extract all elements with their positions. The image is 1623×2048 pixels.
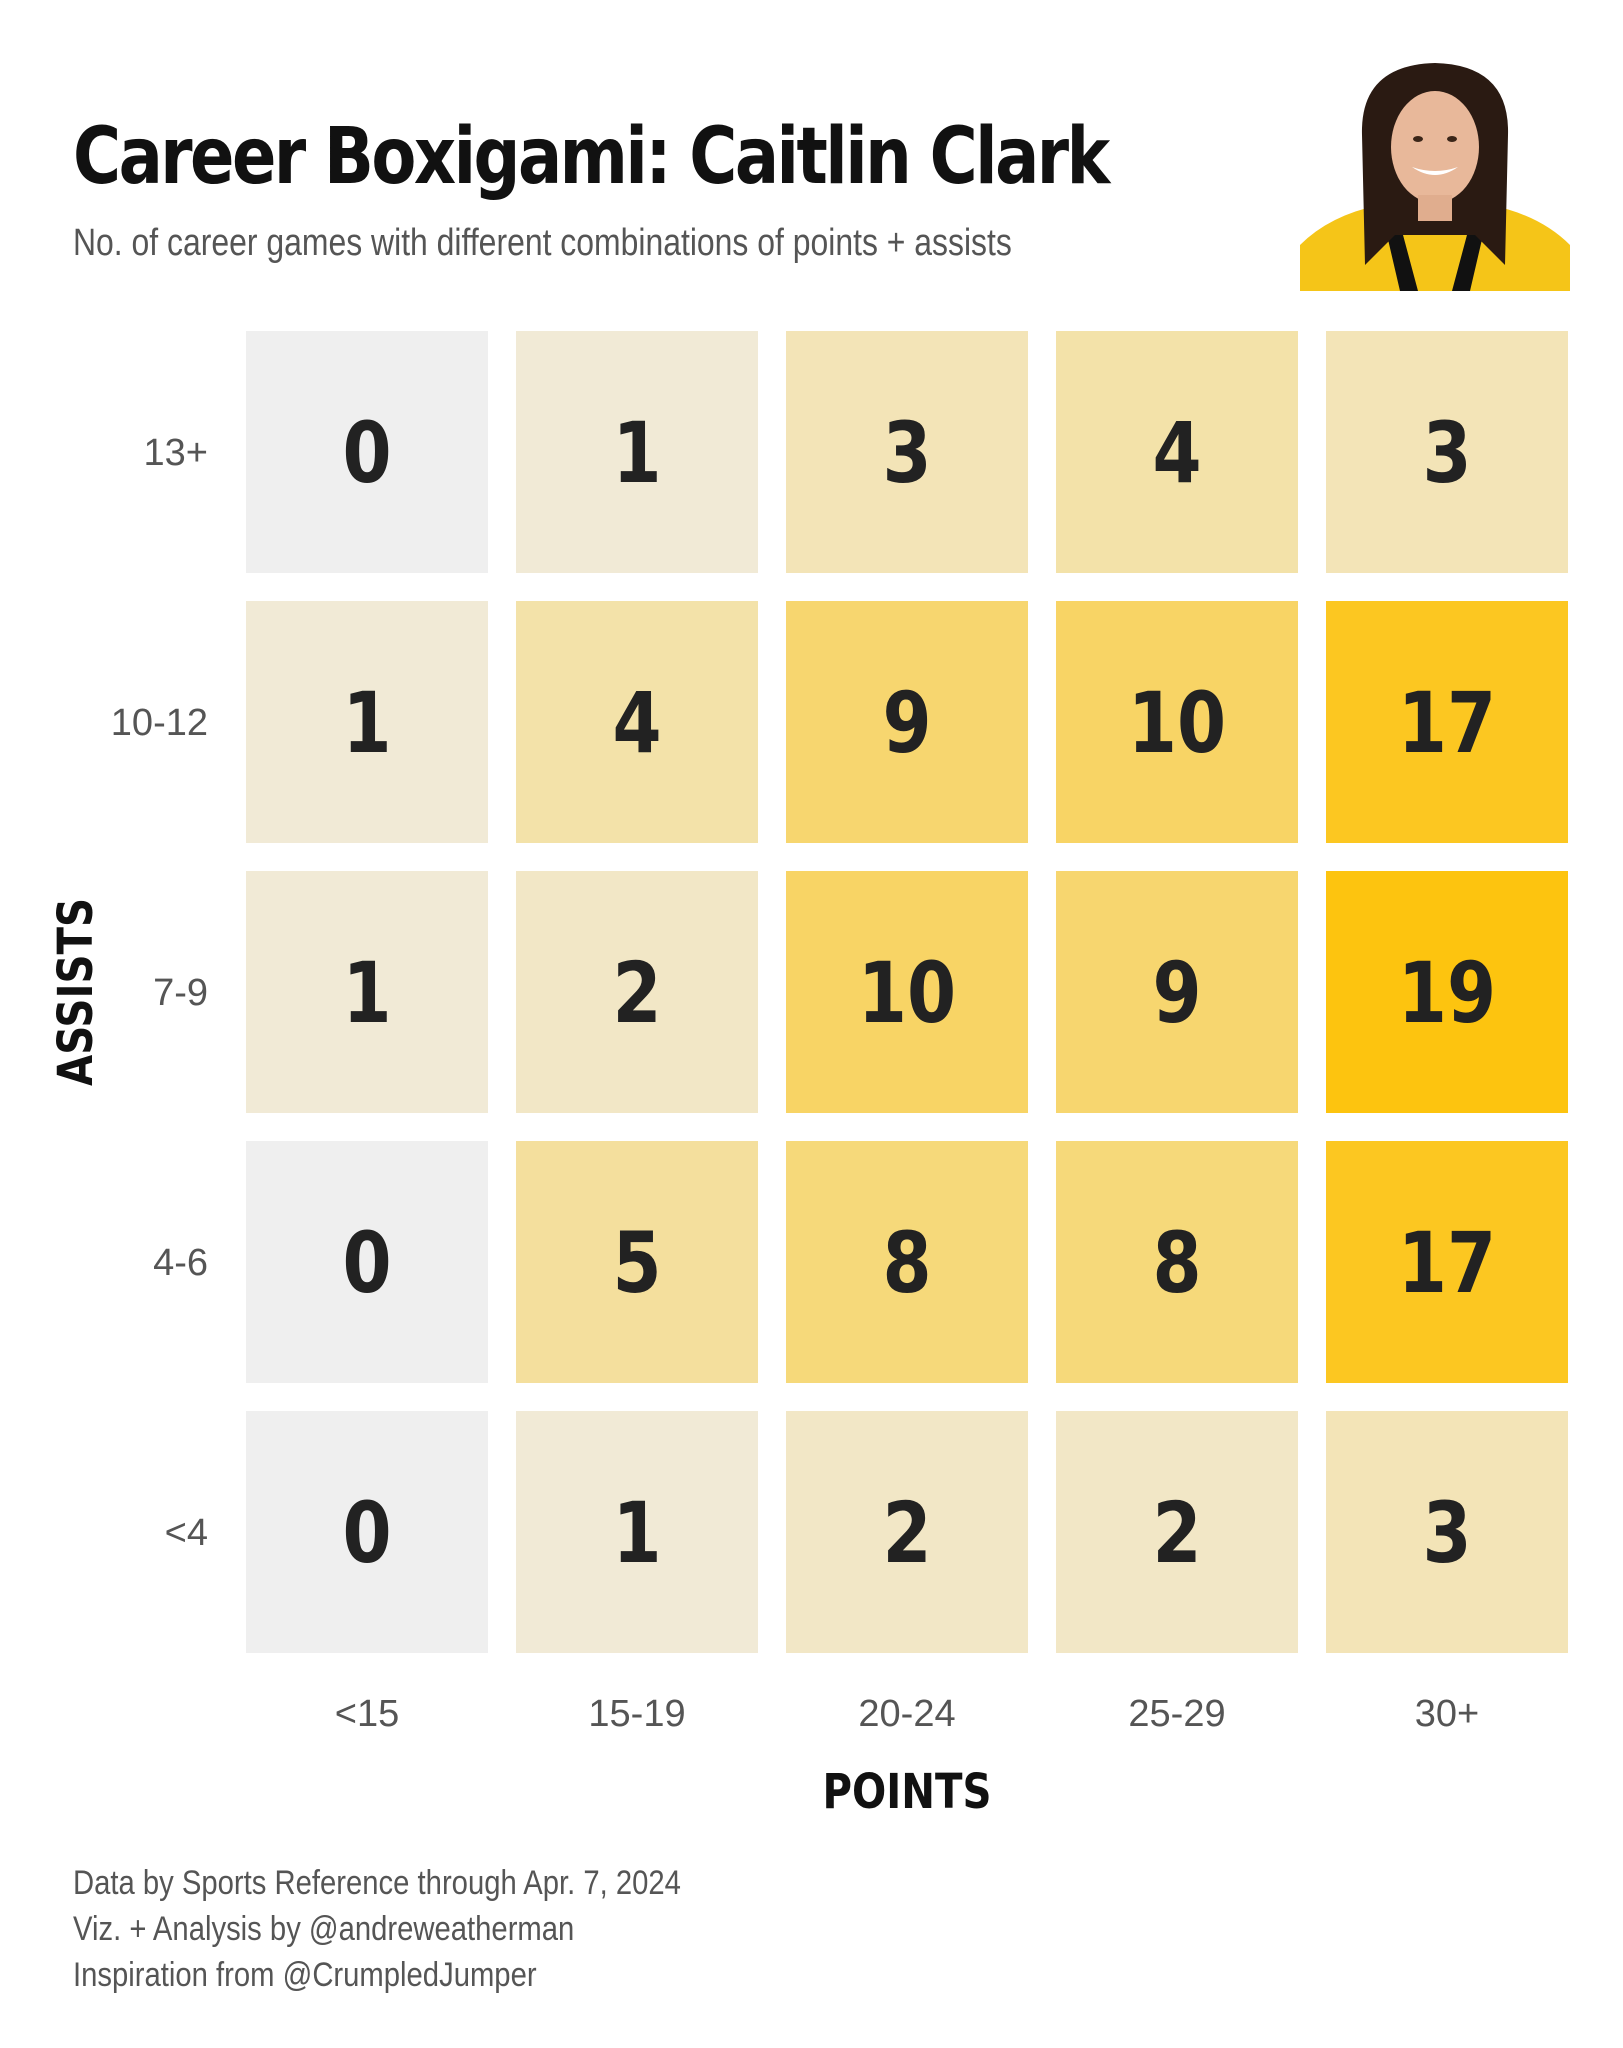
y-axis-title: ASSISTS bbox=[49, 898, 104, 1086]
heatmap-cell bbox=[786, 331, 1028, 573]
heatmap-cell-value: 17 bbox=[1398, 675, 1496, 772]
x-tick-label: 25-29 bbox=[1128, 1693, 1225, 1735]
footer-inspiration-credit: Inspiration from @CrumpledJumper bbox=[73, 1956, 537, 1994]
heatmap-cell-value: 19 bbox=[1398, 945, 1496, 1042]
x-tick-label: 15-19 bbox=[588, 1693, 685, 1735]
heatmap-cell bbox=[516, 871, 758, 1113]
heatmap-cell-value: 0 bbox=[342, 405, 391, 502]
heatmap-cell bbox=[246, 331, 488, 573]
heatmap-cell bbox=[786, 1141, 1028, 1383]
heatmap-cell bbox=[516, 1411, 758, 1653]
heatmap-cell bbox=[786, 601, 1028, 843]
heatmap-cell bbox=[1056, 1141, 1298, 1383]
heatmap-cell-value: 8 bbox=[882, 1215, 931, 1312]
heatmap-cell bbox=[246, 871, 488, 1113]
heatmap-cell-value: 0 bbox=[342, 1215, 391, 1312]
heatmap-cell bbox=[1326, 331, 1568, 573]
heatmap-cell bbox=[1326, 871, 1568, 1113]
heatmap-cell-value: 2 bbox=[612, 945, 661, 1042]
heatmap-cell-value: 2 bbox=[882, 1485, 931, 1582]
player-photo bbox=[1300, 63, 1570, 291]
chart-subtitle: No. of career games with different combi… bbox=[73, 222, 1012, 264]
heatmap-cell-value: 1 bbox=[342, 675, 391, 772]
heatmap-cell-value: 1 bbox=[612, 1485, 661, 1582]
y-tick-label: 4-6 bbox=[153, 1242, 208, 1284]
x-tick-label: 20-24 bbox=[858, 1693, 955, 1735]
heatmap-cell bbox=[786, 871, 1028, 1113]
heatmap-cell bbox=[1056, 331, 1298, 573]
heatmap-cell-value: 3 bbox=[1422, 405, 1471, 502]
x-tick-label: <15 bbox=[335, 1693, 399, 1735]
heatmap-cell-value: 9 bbox=[882, 675, 931, 772]
heatmap-cell bbox=[516, 1141, 758, 1383]
heatmap-cell bbox=[246, 601, 488, 843]
x-tick-label: 30+ bbox=[1415, 1693, 1479, 1735]
heatmap-cell bbox=[1326, 601, 1568, 843]
heatmap-cell-value: 0 bbox=[342, 1485, 391, 1582]
heatmap-cell bbox=[1326, 1411, 1568, 1653]
heatmap-cell-value: 5 bbox=[612, 1215, 661, 1312]
heatmap-cell-value: 10 bbox=[858, 945, 956, 1042]
heatmap-cell bbox=[1326, 1141, 1568, 1383]
heatmap-cell bbox=[516, 601, 758, 843]
heatmap-cell bbox=[1056, 871, 1298, 1113]
heatmap-cell-value: 4 bbox=[612, 675, 661, 772]
heatmap-cell-value: 3 bbox=[882, 405, 931, 502]
footer-data-source: Data by Sports Reference through Apr. 7,… bbox=[73, 1864, 681, 1902]
y-tick-label: 7-9 bbox=[153, 972, 208, 1014]
chart-title: Career Boxigami: Caitlin Clark bbox=[73, 112, 1110, 202]
y-tick-label: 10-12 bbox=[111, 702, 208, 744]
heatmap-cell-value: 17 bbox=[1398, 1215, 1496, 1312]
heatmap-cell-value: 1 bbox=[612, 405, 661, 502]
footer-credits: Data by Sports Reference through Apr. 7,… bbox=[73, 1860, 681, 1998]
heatmap-cell-value: 2 bbox=[1152, 1485, 1201, 1582]
heatmap-cell-value: 10 bbox=[1128, 675, 1226, 772]
heatmap-cell bbox=[516, 331, 758, 573]
heatmap-cell-value: 4 bbox=[1152, 405, 1201, 502]
heatmap-cell-value: 1 bbox=[342, 945, 391, 1042]
y-tick-label: <4 bbox=[165, 1512, 208, 1554]
heatmap-cell bbox=[1056, 601, 1298, 843]
x-axis-title: POINTS bbox=[822, 1765, 991, 1820]
heatmap-cell-value: 8 bbox=[1152, 1215, 1201, 1312]
heatmap-cell bbox=[246, 1411, 488, 1653]
heatmap-cell bbox=[1056, 1411, 1298, 1653]
heatmap-chart: 0 1 3 4 3 1 4 9 10 17 1 2 10 9 19 0 5 8 8 17 0 1 2 2 3 13+ 10-12 7-… bbox=[49, 331, 1568, 1820]
heatmap-cell bbox=[246, 1141, 488, 1383]
heatmap-cell bbox=[786, 1411, 1028, 1653]
footer-viz-credit: Viz. + Analysis by @andreweatherman bbox=[73, 1910, 575, 1948]
heatmap-cell-value: 9 bbox=[1152, 945, 1201, 1042]
y-tick-label: 13+ bbox=[144, 432, 208, 474]
heatmap-cell-value: 3 bbox=[1422, 1485, 1471, 1582]
